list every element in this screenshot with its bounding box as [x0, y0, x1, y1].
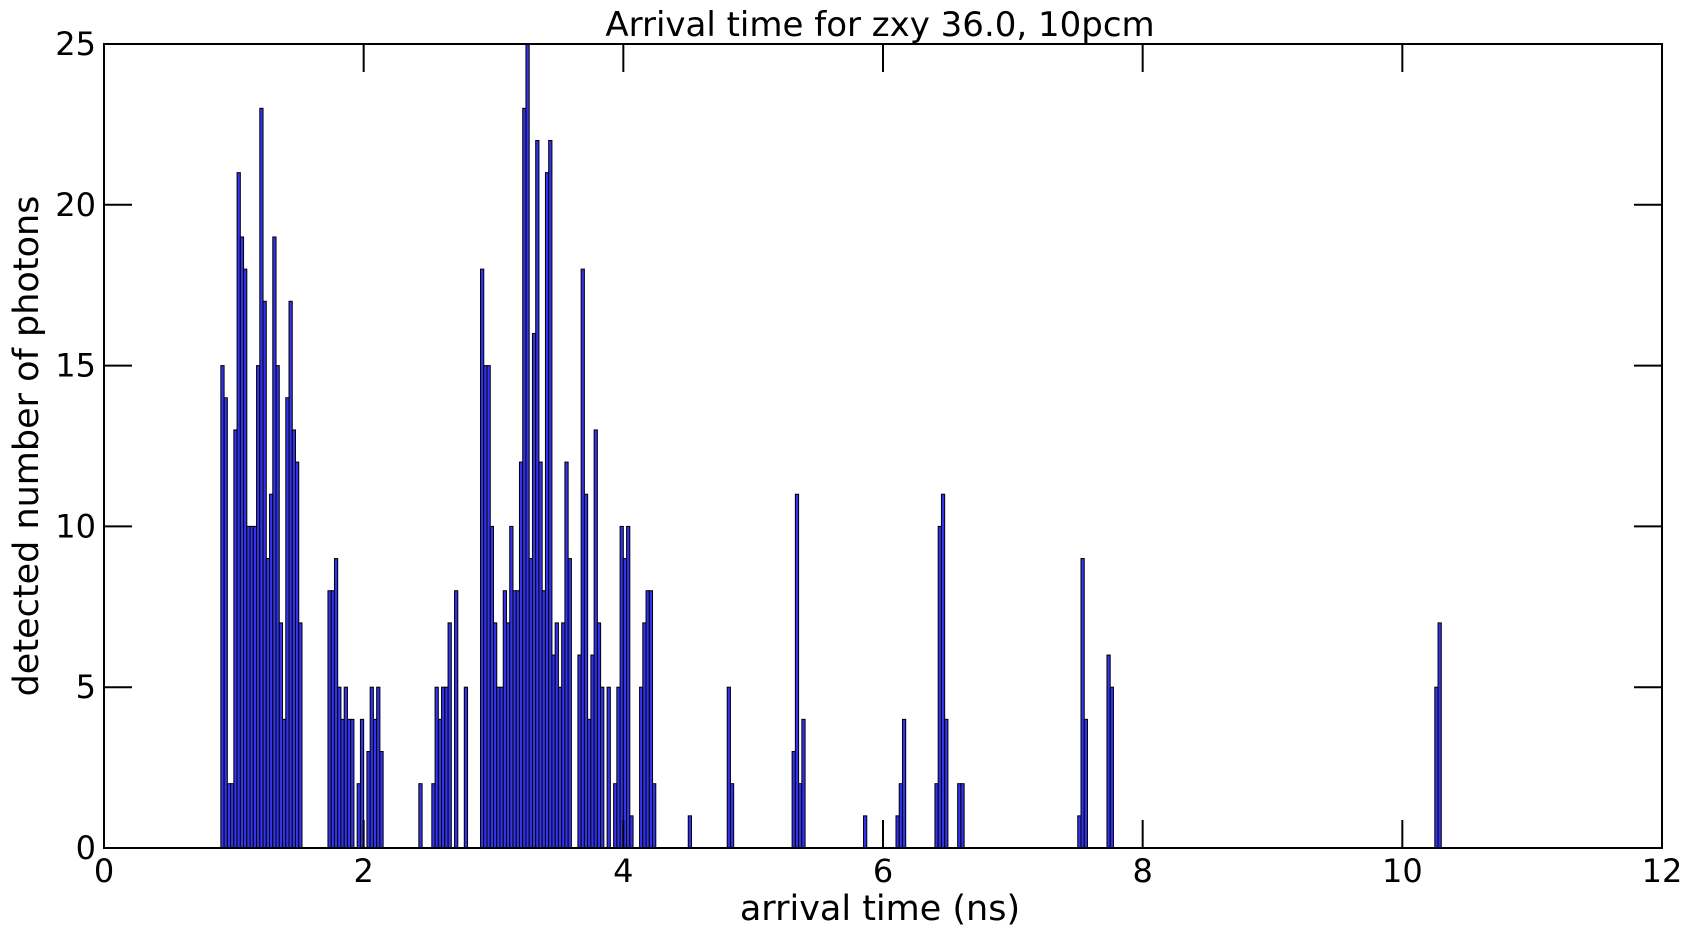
plot-frame	[103, 43, 1663, 849]
x-tick-label: 4	[613, 852, 633, 890]
histogram-bar	[1437, 622, 1442, 849]
histogram-bar	[606, 686, 611, 849]
x-tick-label: 2	[353, 852, 373, 890]
y-axis-label: detected number of photons	[7, 196, 47, 697]
histogram-bar	[626, 525, 631, 849]
histogram-bar	[687, 815, 692, 849]
histogram-bar	[454, 590, 459, 849]
bars-group	[220, 43, 1442, 849]
histogram-bar	[801, 718, 806, 849]
chart-title: Arrival time for zxy 36.0, 10pcm	[605, 5, 1154, 45]
histogram-bar	[379, 751, 384, 849]
histogram-bar	[1109, 686, 1114, 849]
histogram-bar	[960, 783, 965, 849]
histogram-bar	[652, 783, 657, 849]
histogram-bar	[1083, 718, 1088, 849]
histogram-bar	[447, 622, 452, 849]
histogram-bar	[863, 815, 868, 849]
histogram-bar	[600, 686, 605, 849]
y-tick-label: 0	[76, 829, 96, 867]
histogram-bar	[350, 718, 355, 849]
y-tick-label: 10	[55, 507, 96, 545]
x-tick-label: 10	[1382, 852, 1423, 890]
histogram-bar	[223, 397, 228, 849]
x-tick-label: 12	[1642, 852, 1683, 890]
histogram-bar	[298, 622, 303, 849]
tick-labels-group: 0 2 4 6 8 10 12 0 5 10 15 20 25	[55, 25, 1682, 890]
y-tick-label: 15	[55, 347, 96, 385]
histogram-bar	[567, 558, 572, 849]
histogram-bar	[463, 686, 469, 849]
x-tick-label: 0	[94, 852, 114, 890]
x-tick-label: 6	[873, 852, 893, 890]
x-axis-label: arrival time (ns)	[740, 889, 1020, 929]
y-tick-label: 5	[76, 668, 96, 706]
histogram-bar	[629, 815, 634, 849]
histogram-bar	[729, 783, 735, 849]
y-tick-label: 25	[55, 25, 96, 63]
histogram-bar	[901, 718, 907, 849]
y-tick-label: 20	[55, 186, 96, 224]
x-tick-label: 8	[1132, 852, 1152, 890]
histogram-bar	[944, 718, 949, 849]
histogram-bar	[418, 783, 423, 849]
